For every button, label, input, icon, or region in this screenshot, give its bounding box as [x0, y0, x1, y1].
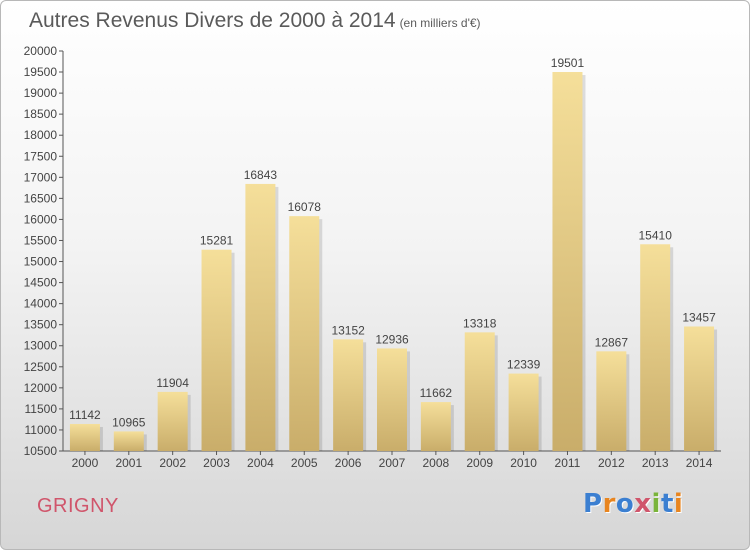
- y-tick-label: 16500: [24, 191, 58, 205]
- y-tick-label: 13500: [24, 318, 58, 332]
- x-tick-label: 2007: [379, 456, 406, 470]
- title-unit: (en milliers d'€): [399, 16, 481, 30]
- bar: [157, 391, 188, 451]
- bar: [201, 249, 232, 451]
- bar: [684, 326, 715, 451]
- bar-value-label: 19501: [551, 56, 585, 70]
- bar: [245, 183, 276, 451]
- y-tick-label: 15000: [24, 255, 58, 269]
- bar-value-label: 10965: [112, 415, 146, 429]
- y-tick-label: 10500: [24, 444, 58, 458]
- x-tick-label: 2012: [598, 456, 625, 470]
- y-tick-label: 15500: [24, 233, 58, 247]
- bar-value-label: 15410: [639, 228, 673, 242]
- y-tick-label: 19000: [24, 86, 58, 100]
- y-tick-label: 18500: [24, 107, 58, 121]
- bar-value-label: 11904: [156, 376, 189, 390]
- x-tick-label: 2010: [510, 456, 537, 470]
- place-name: GRIGNY: [37, 495, 119, 517]
- bar: [333, 339, 364, 451]
- bar-value-label: 13457: [682, 310, 716, 324]
- y-tick-label: 19500: [24, 65, 58, 79]
- x-tick-label: 2001: [115, 456, 142, 470]
- x-tick-label: 2004: [247, 456, 274, 470]
- bar-value-label: 16078: [288, 200, 322, 214]
- bar: [69, 423, 100, 451]
- y-tick-label: 12500: [24, 360, 58, 374]
- bar: [640, 244, 671, 451]
- chart-title: Autres Revenus Divers de 2000 à 2014 (en …: [29, 9, 481, 33]
- bar: [289, 216, 320, 451]
- y-tick-label: 11500: [25, 402, 58, 416]
- bar: [552, 72, 583, 451]
- bar: [113, 431, 144, 451]
- bar: [596, 351, 627, 451]
- x-tick-label: 2006: [335, 456, 362, 470]
- x-tick-label: 2014: [686, 456, 713, 470]
- bar-value-label: 15281: [200, 234, 234, 248]
- x-tick-label: 2003: [203, 456, 230, 470]
- bar-value-label: 16843: [244, 168, 278, 182]
- bar: [464, 332, 495, 451]
- bar-value-label: 13152: [331, 323, 365, 337]
- title-text: Autres Revenus Divers de 2000 à 2014: [29, 9, 396, 32]
- y-tick-label: 17500: [24, 149, 58, 163]
- bar-value-label: 12867: [595, 335, 629, 349]
- bar: [420, 402, 451, 451]
- bar: [508, 373, 539, 451]
- bar-value-label: 13318: [463, 316, 497, 330]
- y-tick-label: 18000: [24, 128, 58, 142]
- y-tick-label: 13000: [24, 339, 58, 353]
- y-tick-label: 14500: [24, 276, 58, 290]
- x-tick-label: 2008: [423, 456, 450, 470]
- x-tick-label: 2009: [466, 456, 493, 470]
- y-tick-label: 11000: [25, 423, 58, 437]
- y-tick-label: 17000: [24, 170, 58, 184]
- bar: [377, 348, 407, 451]
- bar-value-label: 12936: [375, 332, 409, 346]
- y-tick-label: 16000: [24, 212, 58, 226]
- proxiti-logo: Proxiti: [583, 489, 684, 519]
- bar-value-label: 11662: [420, 386, 453, 400]
- bar-value-label: 12339: [507, 358, 541, 372]
- x-tick-label: 2000: [72, 456, 99, 470]
- bar-value-label: 11142: [69, 408, 101, 422]
- y-tick-label: 14000: [24, 297, 58, 311]
- x-tick-label: 2005: [291, 456, 318, 470]
- y-tick-label: 12000: [24, 381, 58, 395]
- x-tick-label: 2011: [555, 456, 581, 470]
- x-tick-label: 2002: [159, 456, 186, 470]
- x-tick-label: 2013: [642, 456, 669, 470]
- y-tick-label: 20000: [24, 44, 58, 58]
